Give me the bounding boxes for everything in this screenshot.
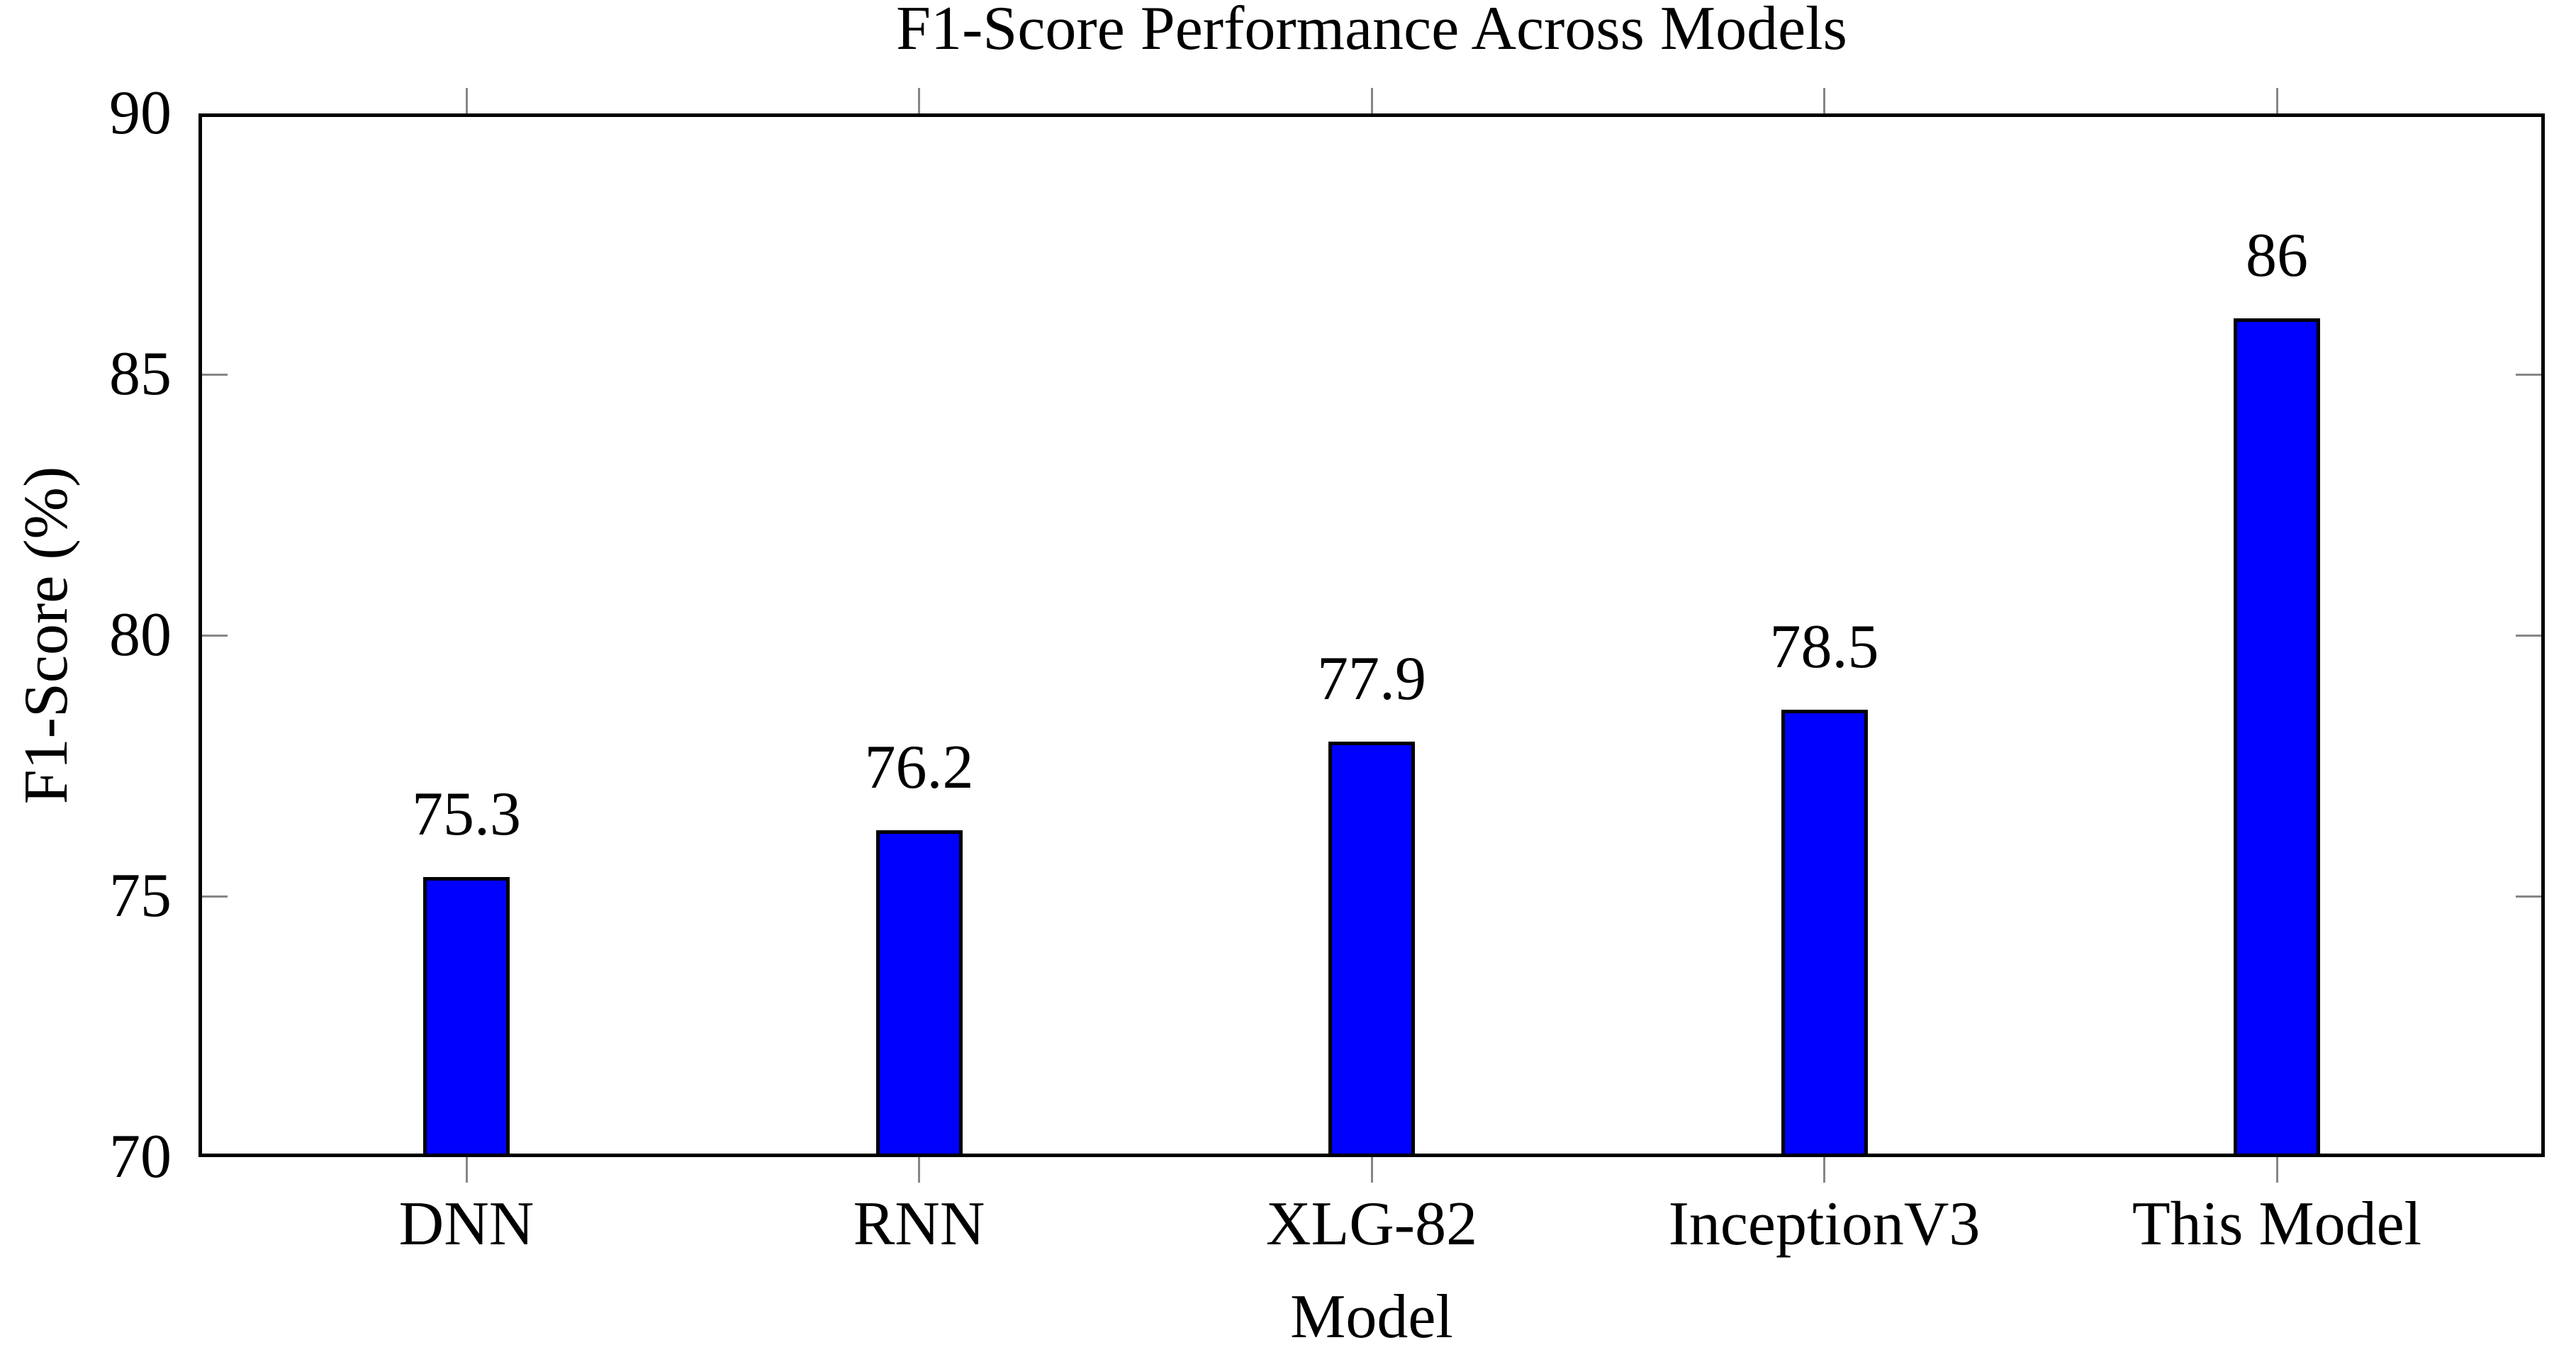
bar-inceptionv3: [1781, 710, 1868, 1157]
x-tick-label-inceptionv3: InceptionV3: [1668, 1190, 1981, 1258]
y-tick-label: 75: [109, 861, 172, 930]
x-tick-label-xlg-82: XLG-82: [1265, 1190, 1478, 1258]
bar-xlg-82: [1328, 741, 1415, 1157]
x-axis-title: Model: [1290, 1283, 1453, 1351]
y-tick-right: [2516, 634, 2541, 637]
bar-dnn: [423, 876, 510, 1157]
x-tick-top: [465, 88, 468, 113]
x-tick-bottom: [1823, 1157, 1825, 1183]
y-tick-label: 80: [109, 601, 172, 669]
x-tick-bottom: [1370, 1157, 1373, 1183]
bar-value-label-rnn: 76.2: [864, 732, 974, 802]
y-tick-label: 90: [109, 79, 172, 147]
x-tick-label-rnn: RNN: [853, 1190, 985, 1258]
x-tick-label-dnn: DNN: [398, 1190, 534, 1258]
bar-value-label-this-model: 86: [2246, 221, 2308, 291]
x-tick-bottom: [918, 1157, 920, 1183]
y-tick-right: [2516, 373, 2541, 376]
y-tick-right: [2516, 895, 2541, 898]
y-tick-left: [202, 373, 228, 376]
bar-value-label-xlg-82: 77.9: [1317, 644, 1426, 713]
y-tick-left: [202, 895, 228, 898]
chart-title: F1-Score Performance Across Models: [896, 0, 1847, 63]
x-tick-label-this-model: This Model: [2132, 1190, 2422, 1258]
y-tick-label: 85: [109, 340, 172, 408]
x-tick-bottom: [2275, 1157, 2278, 1183]
y-tick-left: [202, 634, 228, 637]
bar-rnn: [875, 830, 963, 1157]
bar-value-label-dnn: 75.3: [412, 779, 521, 849]
x-tick-top: [1370, 88, 1373, 113]
bar-this-model: [2234, 318, 2320, 1157]
x-tick-top: [1823, 88, 1825, 113]
x-tick-bottom: [465, 1157, 468, 1183]
y-tick-label: 70: [109, 1122, 172, 1191]
x-tick-top: [2275, 88, 2278, 113]
x-tick-top: [918, 88, 920, 113]
bar-value-label-inceptionv3: 78.5: [1769, 613, 1879, 682]
